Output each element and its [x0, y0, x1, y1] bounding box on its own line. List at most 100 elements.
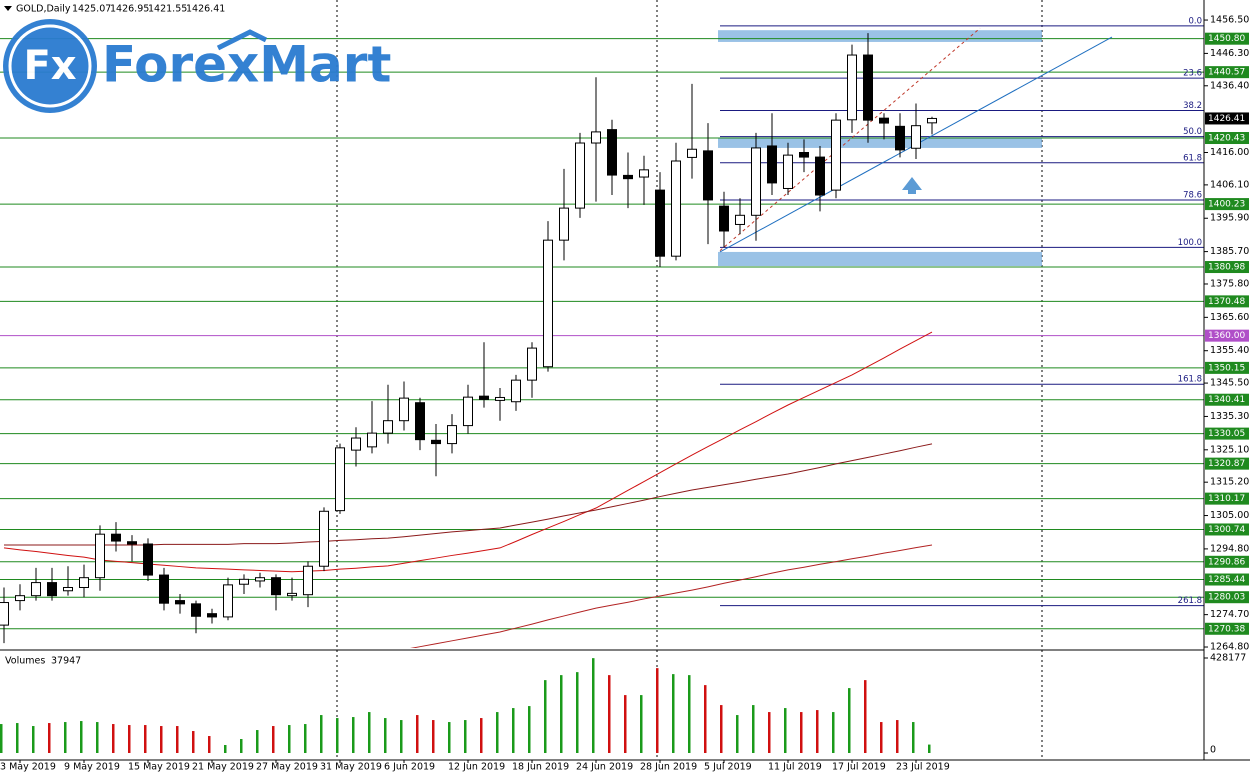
volume-bar — [240, 739, 243, 753]
candle-body — [735, 214, 745, 225]
candle-body — [383, 420, 393, 434]
volume-bar — [880, 722, 883, 753]
x-tick-label: 12 Jun 2019 — [448, 762, 505, 773]
candle-body — [431, 439, 441, 445]
volume-bar — [512, 708, 515, 753]
candle-body — [767, 145, 777, 184]
volume-bar — [720, 705, 723, 753]
candle-body — [575, 142, 585, 209]
candle-body — [479, 395, 489, 400]
volume-bar — [592, 658, 595, 753]
level-label-box — [1205, 66, 1249, 79]
volume-bar — [768, 712, 771, 753]
candle-body — [719, 205, 729, 232]
volume-bar — [368, 712, 371, 753]
level-label: 1400.23 — [1208, 200, 1245, 210]
level-label-box — [1205, 457, 1249, 470]
fib-label: 100.0 — [1178, 238, 1202, 248]
fib-label: 50.0 — [1183, 127, 1202, 137]
candle-body — [127, 541, 137, 545]
axes: 1450.80 1440.57 1420.43 1400.23 1380.98 1370.… — [0, 4, 1249, 773]
fib-label: 61.8 — [1183, 153, 1202, 163]
y-tick-label: 1456.50 — [1210, 15, 1249, 26]
candle-body — [607, 129, 617, 176]
y-tick-label: 1274.70 — [1210, 609, 1249, 620]
volume-value: 37947 — [51, 656, 81, 667]
y-tick-label: 1315.20 — [1210, 477, 1249, 488]
candle-body — [175, 600, 185, 605]
volume-bar — [304, 724, 307, 753]
price-pane: 0.0 23.6 38.2 50.0 61.8 78.6 100.0 161.8 261.8 — [0, 16, 1204, 648]
y-tick-label: 1365.60 — [1210, 312, 1249, 323]
menu-arrow[interactable] — [4, 6, 12, 11]
volume-bar — [256, 730, 259, 753]
y-tick-label: 1385.70 — [1210, 246, 1249, 257]
y-tick-label: 1416.00 — [1210, 147, 1249, 158]
level-label-box — [1205, 261, 1249, 274]
volume-bar — [576, 672, 579, 753]
volume-bar — [896, 720, 899, 753]
y-tick-label: 0 — [1210, 745, 1216, 756]
logo: Fx ForexMart — [3, 19, 391, 113]
y-tick-label: 1294.80 — [1210, 543, 1249, 554]
volume-bar — [800, 712, 803, 753]
level-label-box — [1205, 492, 1249, 505]
level-label: 1370.48 — [1208, 297, 1245, 307]
logo-swoosh — [216, 29, 268, 51]
volume-title: Volumes — [5, 656, 45, 667]
candle-body — [399, 397, 409, 422]
y-tick-label: 1436.40 — [1210, 80, 1249, 91]
candle-body — [687, 148, 697, 158]
x-tick-label: 23 Jul 2019 — [896, 762, 950, 773]
candle-body — [111, 533, 121, 542]
x-tick-label: 15 May 2019 — [128, 762, 190, 773]
ohlc-value: 1426.95 — [110, 4, 149, 15]
volume-bar — [832, 712, 835, 753]
level-label: 1310.17 — [1208, 494, 1245, 504]
level-label-box — [1205, 591, 1249, 604]
x-tick-label: 18 Jun 2019 — [512, 762, 569, 773]
volume-bar — [144, 725, 147, 753]
x-tick-label: 11 Jul 2019 — [768, 762, 822, 773]
level-label-box — [1205, 622, 1249, 635]
volume-bar — [656, 668, 659, 753]
x-tick-label: 27 May 2019 — [256, 762, 318, 773]
moving-average — [3, 331, 933, 573]
level-label: 1440.57 — [1208, 68, 1245, 78]
volume-bar — [496, 712, 499, 753]
current-price-label: 1426.41 — [1208, 114, 1245, 124]
fib-label: 23.6 — [1183, 69, 1202, 79]
candle-body — [911, 125, 921, 149]
level-label-box — [1205, 427, 1249, 440]
volume-bar — [480, 718, 483, 753]
level-label-box — [1205, 555, 1249, 568]
zone — [718, 251, 1042, 266]
volume-bar — [128, 725, 131, 753]
volume-bar — [816, 710, 819, 753]
candle-body — [655, 189, 665, 257]
candle-body — [159, 574, 169, 604]
x-tick-label: 24 Jun 2019 — [576, 762, 633, 773]
candle-body — [63, 586, 73, 592]
volume-bar — [432, 720, 435, 753]
level-label: 1290.86 — [1208, 557, 1245, 567]
volume-bar — [928, 744, 931, 753]
candle-body — [335, 447, 345, 512]
x-tick-label: 6 Jun 2019 — [384, 762, 435, 773]
fib-label: 38.2 — [1183, 101, 1202, 111]
level-label: 1450.80 — [1208, 34, 1245, 44]
fib-label: 161.8 — [1178, 375, 1202, 385]
volume-bar — [672, 674, 675, 753]
candle-body — [415, 402, 425, 441]
volume-bar — [0, 724, 3, 753]
volume-bar — [160, 726, 163, 753]
x-tick-label: 31 May 2019 — [320, 762, 382, 773]
volume-bar — [736, 715, 739, 753]
candle-body — [543, 239, 553, 368]
candle-body — [255, 577, 265, 582]
candle-body — [927, 117, 937, 124]
candle-body — [831, 119, 841, 191]
y-tick-label: 1355.40 — [1210, 345, 1249, 356]
